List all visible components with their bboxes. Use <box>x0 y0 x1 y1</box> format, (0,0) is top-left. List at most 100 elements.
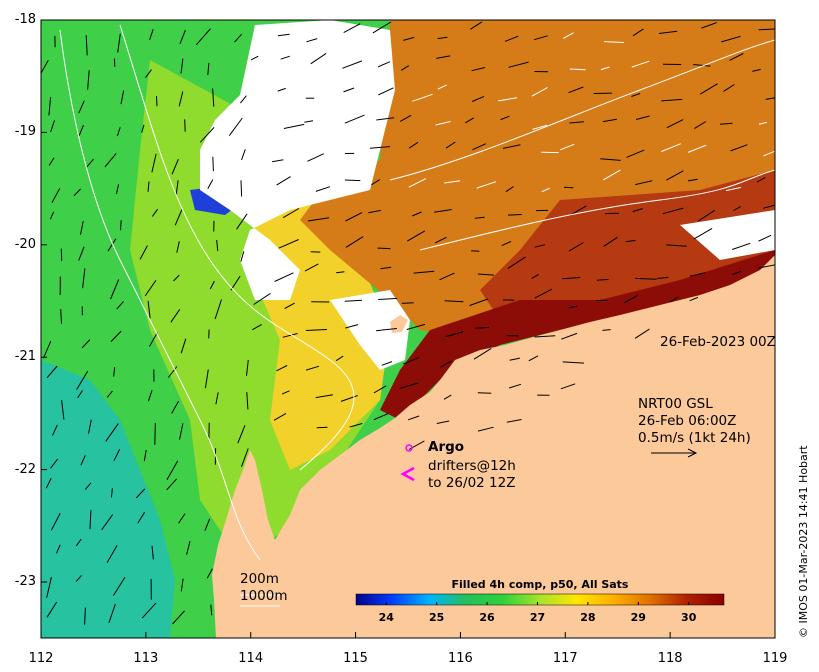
lon-tick-label: 117 <box>552 651 578 666</box>
current-vector <box>369 146 391 149</box>
argo-marker-icon <box>405 444 413 452</box>
current-vector <box>56 544 61 554</box>
current-vector <box>470 21 483 30</box>
current-vector <box>474 216 485 219</box>
colorbar-tick-label: 24 <box>378 611 394 624</box>
current-vector <box>498 97 518 102</box>
current-vector <box>368 209 381 214</box>
current-vector <box>635 277 657 280</box>
current-vector <box>106 390 113 398</box>
current-vector <box>729 53 744 61</box>
current-vector <box>80 455 86 466</box>
current-vector <box>732 270 742 275</box>
lon-tick-label: 114 <box>238 651 264 666</box>
current-vector <box>756 176 766 183</box>
colorbar-tick-label: 28 <box>580 611 596 624</box>
current-vector <box>237 425 246 444</box>
current-vector <box>50 120 55 133</box>
current-vector <box>113 367 116 377</box>
current-vector <box>372 21 392 34</box>
current-vector <box>149 28 154 40</box>
current-vector <box>78 125 84 136</box>
current-vector <box>107 238 117 252</box>
current-vector <box>135 488 146 499</box>
current-vector <box>156 95 158 107</box>
current-vector <box>476 181 497 189</box>
current-vector <box>445 331 464 338</box>
current-vector <box>46 601 58 618</box>
current-vector <box>212 88 215 107</box>
current-vector <box>602 118 617 123</box>
current-vector <box>145 69 152 78</box>
current-vector <box>178 91 184 107</box>
current-vector <box>207 62 210 76</box>
current-vector <box>284 302 295 309</box>
current-vector <box>76 370 89 390</box>
current-vector <box>278 239 299 249</box>
current-vector <box>625 240 636 243</box>
current-vector <box>343 23 361 34</box>
current-vector <box>435 121 451 126</box>
cloud-mask <box>200 20 395 300</box>
current-vector <box>602 169 621 181</box>
current-vector <box>176 241 180 253</box>
current-vector <box>434 236 447 244</box>
current-vector <box>657 277 669 279</box>
current-vector <box>501 240 512 247</box>
current-vector <box>413 270 435 274</box>
current-vector <box>600 66 610 71</box>
current-vector <box>730 144 748 152</box>
current-vector <box>116 301 124 310</box>
current-vector <box>276 365 288 372</box>
current-vector <box>603 236 618 247</box>
current-vector <box>172 610 185 625</box>
current-vector <box>631 93 641 97</box>
land-mainland <box>212 255 775 638</box>
isobath-contours <box>59 24 775 561</box>
current-vector <box>541 187 550 193</box>
current-vector <box>306 38 318 43</box>
current-vector <box>401 302 414 304</box>
current-vector <box>345 236 364 248</box>
current-vector <box>166 460 179 481</box>
current-vector <box>444 300 464 303</box>
current-vector <box>137 511 146 524</box>
current-vector <box>199 127 215 143</box>
current-vector <box>234 33 243 43</box>
current-vector <box>228 117 243 136</box>
current-vector <box>166 478 177 491</box>
current-vector <box>110 488 113 498</box>
colorbar-title: Filled 4h comp, p50, All Sats <box>451 578 629 591</box>
date-label: 26-Feb-2023 00Z <box>660 334 776 350</box>
current-vector <box>698 209 716 222</box>
current-vector <box>440 360 452 368</box>
current-vector <box>758 234 772 242</box>
current-vector <box>721 35 741 43</box>
current-vector <box>719 122 733 125</box>
current-vector <box>209 280 215 290</box>
current-vector <box>179 423 184 440</box>
current-vector <box>116 127 121 137</box>
lon-tick-label: 115 <box>343 651 368 666</box>
current-vector <box>305 329 327 331</box>
current-vector <box>49 211 55 220</box>
current-vector <box>569 68 586 71</box>
current-vector <box>436 420 450 424</box>
current-vector <box>186 540 191 555</box>
current-vector <box>88 419 92 434</box>
current-vector <box>105 423 119 442</box>
current-vector <box>378 87 394 96</box>
current-vector <box>411 211 422 217</box>
current-vector <box>276 176 291 186</box>
current-vector <box>195 28 211 46</box>
current-vector <box>569 121 584 124</box>
current-vector <box>240 180 243 197</box>
current-vector <box>373 385 387 394</box>
current-vector <box>310 52 327 65</box>
current-vector <box>437 84 447 90</box>
current-vector <box>46 365 58 379</box>
current-vector <box>693 64 711 67</box>
current-vector <box>171 158 179 175</box>
current-vector <box>344 299 363 302</box>
current-vector <box>373 413 389 421</box>
